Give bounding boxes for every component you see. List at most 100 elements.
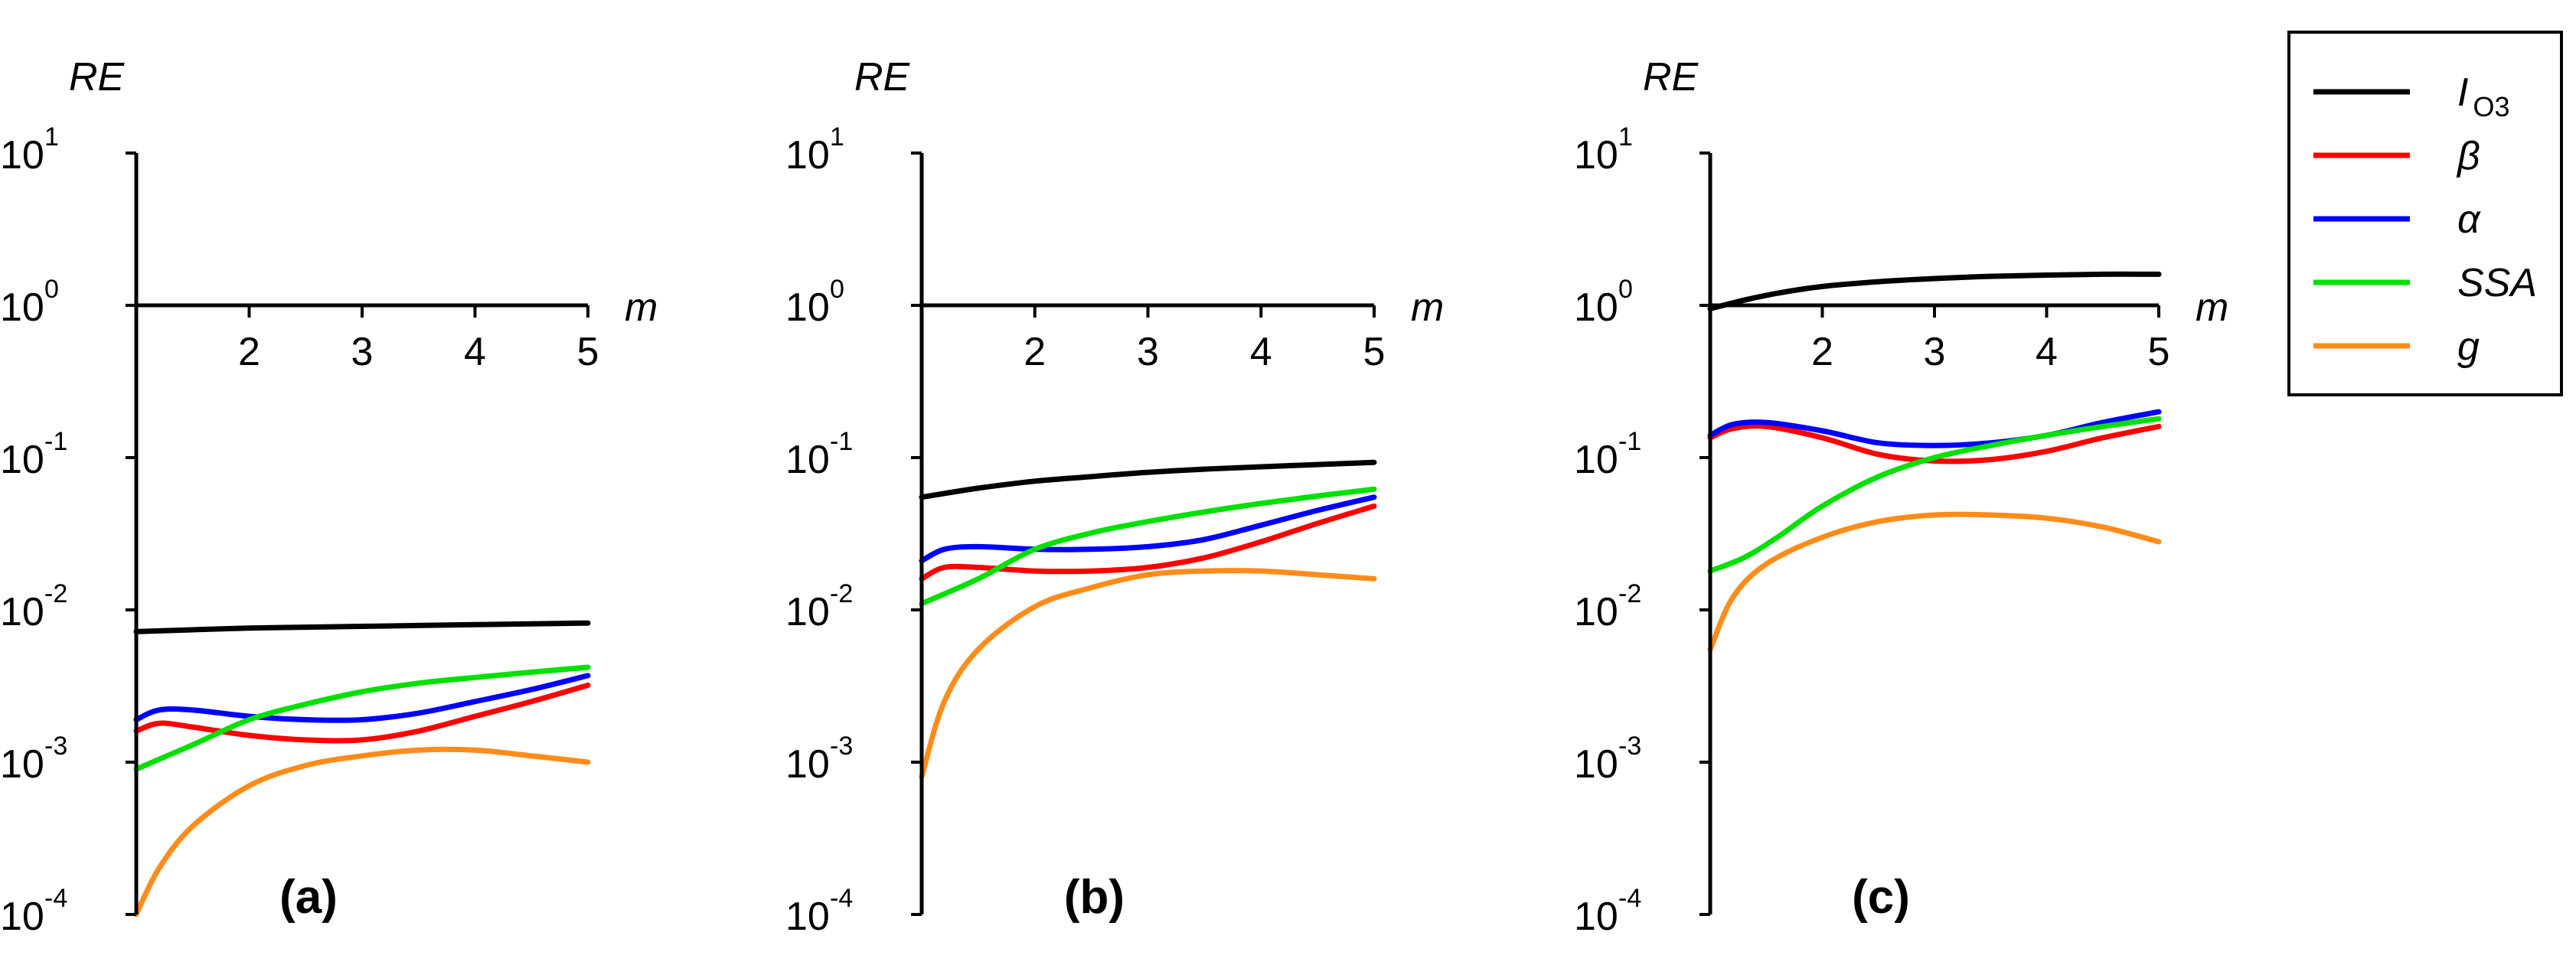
series-line-ssa xyxy=(919,486,1377,607)
svg-text:-1: -1 xyxy=(1618,427,1641,456)
svg-text:-2: -2 xyxy=(1618,579,1641,608)
svg-text:10: 10 xyxy=(0,895,44,939)
y-axis-title: RE xyxy=(854,55,911,99)
x-axis-title: m xyxy=(2196,285,2228,330)
x-axis-title: m xyxy=(625,285,658,330)
y-tick-label: 10 0 xyxy=(1574,275,1633,330)
svg-text:10: 10 xyxy=(785,590,830,634)
x-tick-label: 2 xyxy=(1024,330,1046,374)
svg-text:10: 10 xyxy=(785,285,830,330)
y-tick-label: 10 -3 xyxy=(785,732,853,787)
legend-label: SSA xyxy=(2457,261,2537,305)
svg-text:10: 10 xyxy=(0,438,44,482)
y-tick-label: 10 -2 xyxy=(785,579,853,634)
svg-text:-4: -4 xyxy=(830,884,853,913)
svg-text:10: 10 xyxy=(1574,742,1618,787)
series-line-io3 xyxy=(133,620,591,634)
svg-text:10: 10 xyxy=(785,895,830,939)
y-axis-title: RE xyxy=(69,55,126,99)
svg-text:10: 10 xyxy=(785,438,830,482)
svg-text:0: 0 xyxy=(830,275,844,304)
legend-item: g xyxy=(2313,324,2480,369)
svg-text:-3: -3 xyxy=(830,732,853,761)
svg-text:-2: -2 xyxy=(44,579,67,608)
svg-text:10: 10 xyxy=(1574,285,1618,330)
y-tick-label: 10 -1 xyxy=(785,427,853,482)
x-tick-label: 3 xyxy=(1137,330,1159,374)
series-line-ssa xyxy=(133,664,591,772)
svg-text:10: 10 xyxy=(0,742,44,787)
series-line-g xyxy=(919,568,1377,780)
legend-item: I O3 xyxy=(2313,70,2509,122)
y-tick-label: 10 1 xyxy=(0,122,59,178)
x-tick-label: 5 xyxy=(577,330,599,374)
svg-text:10: 10 xyxy=(785,742,830,787)
y-tick-label: 10 1 xyxy=(785,122,844,178)
y-tick-label: 10 0 xyxy=(785,275,844,330)
svg-text:10: 10 xyxy=(1574,133,1618,178)
svg-text:-3: -3 xyxy=(1618,732,1641,761)
svg-text:10: 10 xyxy=(0,590,44,634)
svg-text:-1: -1 xyxy=(44,427,67,456)
panel-label: (a) xyxy=(279,871,338,924)
y-tick-label: 10 -3 xyxy=(0,732,67,787)
panel-label: (b) xyxy=(1064,871,1125,924)
series-line-g xyxy=(133,746,591,918)
legend-item: α xyxy=(2313,197,2481,242)
x-tick-label: 3 xyxy=(351,330,374,374)
x-axis-title: m xyxy=(1411,285,1444,330)
x-tick-label: 5 xyxy=(2148,330,2170,374)
svg-text:1: 1 xyxy=(1618,122,1633,152)
y-tick-label: 10 -3 xyxy=(1574,732,1641,787)
svg-text:10: 10 xyxy=(0,133,44,178)
series-line-beta xyxy=(1707,423,2162,464)
svg-text:10: 10 xyxy=(1574,438,1618,482)
series-line-io3 xyxy=(919,459,1377,500)
x-tick-label: 4 xyxy=(2036,330,2058,374)
svg-text:10: 10 xyxy=(0,285,44,330)
svg-text:10: 10 xyxy=(1574,895,1618,939)
svg-text:-1: -1 xyxy=(830,427,853,456)
legend-label: g xyxy=(2457,324,2480,369)
y-tick-label: 10 -2 xyxy=(1574,579,1641,634)
x-tick-label: 2 xyxy=(1811,330,1833,374)
y-tick-label: 10 -1 xyxy=(0,427,67,482)
x-tick-label: 3 xyxy=(1924,330,1946,374)
y-tick-label: 10 0 xyxy=(0,275,59,330)
svg-text:10: 10 xyxy=(785,133,830,178)
svg-text:-3: -3 xyxy=(44,732,67,761)
series-line-alpha xyxy=(919,494,1377,564)
y-tick-label: 10 -1 xyxy=(1574,427,1641,482)
series-line-beta xyxy=(133,683,591,744)
legend-item: β xyxy=(2313,134,2480,178)
series-line-io3 xyxy=(1707,271,2162,311)
svg-text:0: 0 xyxy=(1618,275,1633,304)
svg-text:1: 1 xyxy=(44,122,59,152)
svg-text:-4: -4 xyxy=(1618,884,1641,913)
x-tick-label: 2 xyxy=(238,330,260,374)
x-tick-label: 5 xyxy=(1363,330,1386,374)
legend-label: β xyxy=(2456,134,2480,178)
y-axis-title: RE xyxy=(1643,55,1699,99)
y-tick-label: 10 -4 xyxy=(0,884,67,939)
svg-text:0: 0 xyxy=(44,275,59,304)
svg-text:10: 10 xyxy=(1574,590,1618,634)
y-tick-label: 10 -4 xyxy=(785,884,853,939)
legend: I O3 βα SSA g xyxy=(2287,31,2563,396)
svg-text:-4: -4 xyxy=(44,884,67,913)
legend-label: α xyxy=(2457,197,2481,242)
svg-text:-2: -2 xyxy=(830,579,853,608)
y-tick-label: 10 -4 xyxy=(1574,884,1641,939)
legend-item: SSA xyxy=(2313,261,2537,305)
legend-box xyxy=(2287,31,2563,396)
series-line-ssa xyxy=(1707,416,2162,574)
legend-label: I O3 xyxy=(2457,70,2509,122)
svg-text:1: 1 xyxy=(830,122,844,152)
series-line-beta xyxy=(919,503,1377,582)
panel-label: (c) xyxy=(1852,871,1910,924)
y-tick-label: 10 -2 xyxy=(0,579,67,634)
